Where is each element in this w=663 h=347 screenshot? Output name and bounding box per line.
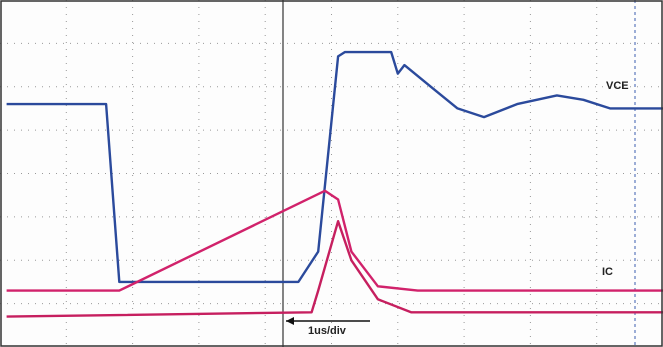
page: VCE IC 1us/div (() => { const data = JSO… (0, 0, 663, 347)
timebase-label: 1us/div (308, 325, 347, 337)
scope-screen: VCE IC 1us/div (0, 0, 663, 347)
vce-label: VCE (606, 80, 629, 92)
ic-label: IC (602, 266, 613, 278)
